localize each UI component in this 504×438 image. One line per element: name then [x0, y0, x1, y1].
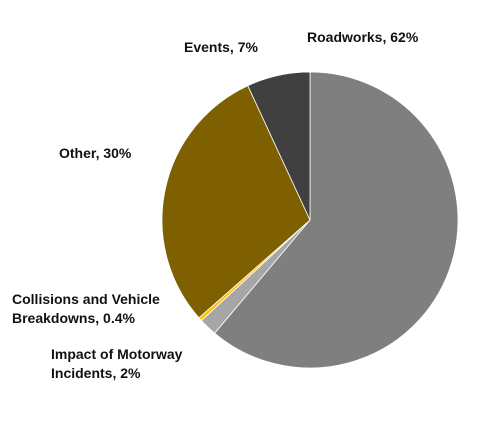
pie-slice-events — [247, 71, 311, 221]
label-collisions: Collisions and Vehicle Breakdowns, 0.4% — [12, 290, 160, 328]
label-motorway-incidents: Impact of Motorway Incidents, 2% — [51, 345, 182, 383]
label-events: Events, 7% — [184, 39, 258, 55]
pie-slice-other — [161, 85, 311, 319]
label-collisions-line1: Collisions and Vehicle — [12, 291, 160, 307]
label-motorway-line1: Impact of Motorway — [51, 346, 183, 362]
label-motorway-line2: Incidents, 2% — [51, 365, 141, 381]
label-roadworks: Roadworks, 62% — [307, 29, 419, 45]
pie-slice-roadworks — [214, 71, 459, 369]
label-collisions-line2: Breakdowns, 0.4% — [12, 310, 135, 326]
label-other: Other, 30% — [59, 145, 132, 161]
